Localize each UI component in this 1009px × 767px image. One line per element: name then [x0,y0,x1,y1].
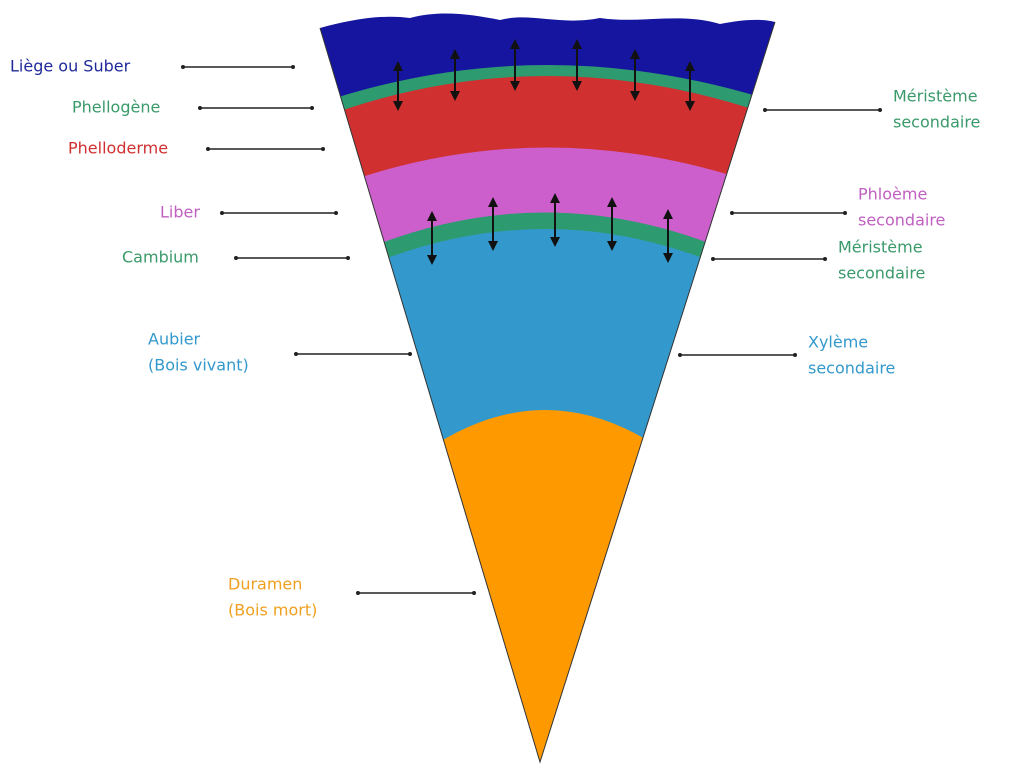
connector-dot [793,353,797,357]
layer-label: Aubier [148,330,201,349]
layer-label: Cambium [122,248,199,267]
layer-label: Phelloderme [68,139,168,158]
layer-label: (Bois mort) [228,601,317,620]
layer-label: secondaire [893,113,980,132]
layer-label: Xylème [808,333,868,352]
layer-label: Méristème [893,87,978,106]
connector-dot [678,353,682,357]
layer-label: Liège ou Suber [10,57,131,76]
connector-dot [291,65,295,69]
wedge [250,0,850,767]
connector-dot [843,211,847,215]
layer-label: Phloème [858,185,927,204]
connector-dot [408,352,412,356]
connector-dot [206,147,210,151]
connector-dot [198,106,202,110]
connector-dot [334,211,338,215]
connector-dot [878,108,882,112]
layer-label: Liber [160,203,200,222]
connector-dot [294,352,298,356]
connector-dot [220,211,224,215]
layer-label: Phellogène [72,98,160,117]
connector-dot [472,591,476,595]
duramen-layer [420,410,670,767]
connector-dot [346,256,350,260]
layer-label: (Bois vivant) [148,356,249,375]
layer-label: secondaire [808,359,895,378]
connector-dot [711,257,715,261]
connector-dot [234,256,238,260]
connector-dot [310,106,314,110]
connector-dot [823,257,827,261]
trunk-diagram: Liège ou Suber Phellogène Phelloderme Liber… [0,0,1009,767]
connector-dot [763,108,767,112]
connector-dot [321,147,325,151]
connector-dot [181,65,185,69]
layer-label: Méristème [838,238,923,257]
layer-label: Duramen [228,575,302,594]
connector-dot [730,211,734,215]
layer-label: secondaire [858,211,945,230]
layer-label: secondaire [838,264,925,283]
connector-dot [356,591,360,595]
